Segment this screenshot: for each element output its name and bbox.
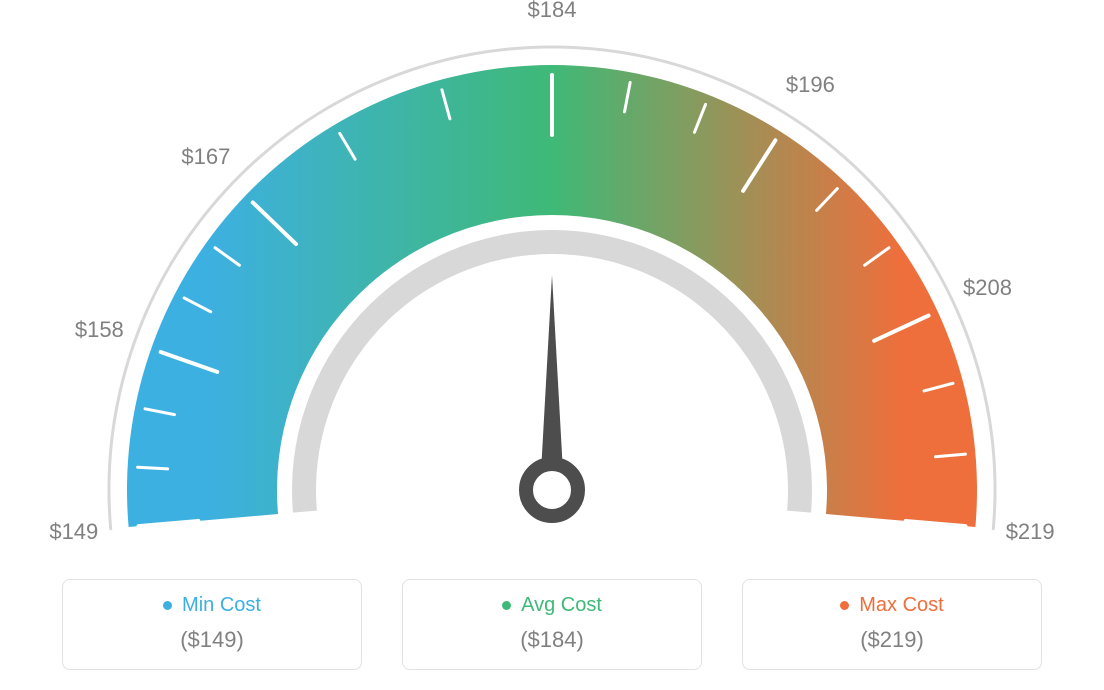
gauge-tick-label: $184	[528, 0, 577, 23]
legend-value-max: ($219)	[753, 627, 1031, 653]
dot-icon	[163, 601, 172, 610]
gauge-tick-label: $219	[1006, 519, 1055, 545]
dot-icon	[840, 601, 849, 610]
legend-title-min: Min Cost	[182, 594, 261, 617]
legend-value-avg: ($184)	[413, 627, 691, 653]
legend-value-min: ($149)	[73, 627, 351, 653]
gauge-tick-label: $149	[49, 519, 98, 545]
gauge-chart: $149 $158 $167 $184 $196 $208 $219	[0, 0, 1104, 560]
dot-icon	[502, 601, 511, 610]
legend-card-max: Max Cost ($219)	[742, 579, 1042, 670]
legend-card-avg: Avg Cost ($184)	[402, 579, 702, 670]
gauge-svg	[0, 0, 1104, 560]
gauge-tick-label: $167	[181, 144, 230, 170]
gauge-tick-label: $158	[75, 317, 124, 343]
legend: Min Cost ($149) Avg Cost ($184) Max Cost…	[0, 579, 1104, 670]
legend-title-avg: Avg Cost	[521, 594, 602, 617]
gauge-tick-label: $196	[786, 72, 835, 98]
gauge-tick-label: $208	[963, 275, 1012, 301]
legend-card-min: Min Cost ($149)	[62, 579, 362, 670]
legend-title-max: Max Cost	[859, 594, 943, 617]
